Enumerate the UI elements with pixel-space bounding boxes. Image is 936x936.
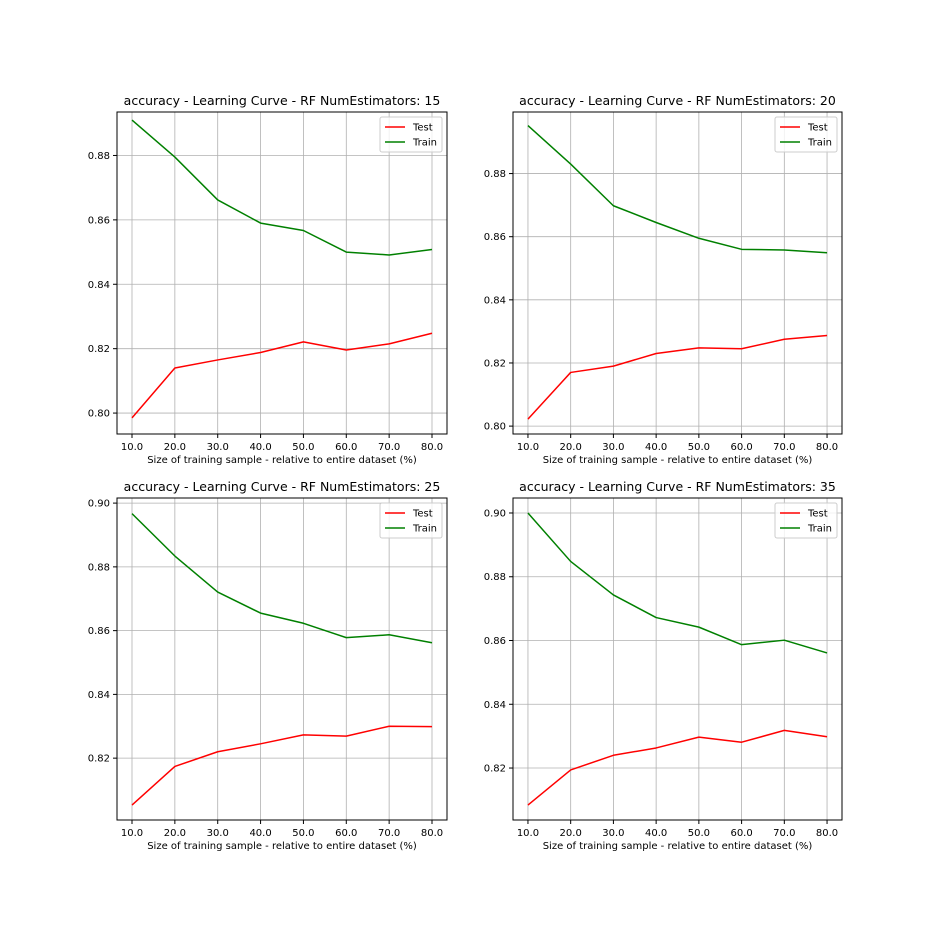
x-tick-label: 70.0	[773, 828, 795, 839]
subplot-1: 10.0 20.0 30.0 40.0 50.0 60.0 70.0 80.0 0.80 0.82…	[88, 93, 448, 466]
y-tick-label: 0.88	[484, 169, 506, 180]
x-tick-label: 60.0	[335, 442, 357, 453]
legend-label-test: Test	[412, 509, 433, 520]
x-tick-label: 10.0	[517, 442, 539, 453]
x-axis-label: Size of training sample - relative to en…	[147, 841, 417, 852]
axes-frame	[512, 497, 843, 821]
series-line-test	[527, 334, 828, 420]
y-tick-label: 0.88	[484, 572, 506, 583]
x-tick-label: 20.0	[560, 442, 582, 453]
axes-frame	[512, 111, 843, 435]
x-tick-label: 70.0	[378, 442, 400, 453]
y-tick-label: 0.82	[484, 358, 506, 369]
x-tick-label: 50.0	[688, 442, 710, 453]
x-axis-label: Size of training sample - relative to en…	[543, 455, 813, 466]
x-tick-label: 60.0	[730, 828, 752, 839]
axes-frame	[116, 497, 448, 821]
chart-title: accuracy - Learning Curve - RF NumEstima…	[519, 93, 836, 108]
legend: Test Train	[774, 116, 838, 153]
series-line-train	[527, 125, 828, 254]
x-tick-label: 50.0	[292, 442, 314, 453]
y-tick-label: 0.86	[484, 232, 506, 243]
y-tick-label: 0.80	[88, 409, 110, 420]
legend-label-train: Train	[412, 524, 437, 535]
y-tick-label: 0.90	[88, 499, 110, 510]
x-tick-label: 40.0	[645, 828, 667, 839]
y-tick-label: 0.84	[88, 690, 110, 701]
y-tick-label: 0.82	[484, 764, 506, 775]
x-tick-label: 30.0	[207, 828, 229, 839]
legend-label-test: Test	[807, 509, 828, 520]
x-tick-label: 70.0	[773, 442, 795, 453]
y-tick-label: 0.86	[88, 626, 110, 637]
legend-box	[774, 502, 838, 539]
x-tick-label: 10.0	[121, 442, 143, 453]
legend: Test Train	[379, 116, 443, 153]
subplot-2: 10.0 20.0 30.0 40.0 50.0 60.0 70.0 80.0 0.80 0.82…	[484, 93, 843, 466]
x-tick-label: 10.0	[517, 828, 539, 839]
x-axis-label: Size of training sample - relative to en…	[543, 841, 813, 852]
chart-title: accuracy - Learning Curve - RF NumEstima…	[124, 479, 441, 494]
x-tick-label: 60.0	[730, 442, 752, 453]
series-line-train	[131, 513, 433, 644]
y-tick-label: 0.82	[88, 754, 110, 765]
legend: Test Train	[379, 502, 443, 539]
x-tick-label: 30.0	[602, 442, 624, 453]
y-tick-label: 0.84	[484, 295, 506, 306]
legend-label-test: Test	[412, 123, 433, 134]
y-tick-label: 0.84	[88, 280, 110, 291]
y-tick-label: 0.82	[88, 344, 110, 355]
x-tick-label: 30.0	[602, 828, 624, 839]
x-tick-label: 80.0	[816, 828, 838, 839]
legend-label-train: Train	[412, 138, 437, 149]
subplot-4: 10.0 20.0 30.0 40.0 50.0 60.0 70.0 80.0 0.82 0.84…	[484, 479, 843, 852]
series-line-train	[131, 119, 433, 256]
x-tick-label: 20.0	[164, 828, 186, 839]
y-tick-label: 0.88	[88, 151, 110, 162]
legend-label-train: Train	[807, 524, 832, 535]
x-tick-label: 80.0	[421, 828, 443, 839]
chart-title: accuracy - Learning Curve - RF NumEstima…	[519, 479, 836, 494]
axes-frame	[116, 111, 448, 435]
series-line-test	[131, 332, 433, 419]
x-tick-label: 50.0	[292, 828, 314, 839]
x-tick-label: 50.0	[688, 828, 710, 839]
legend-label-train: Train	[807, 138, 832, 149]
y-tick-label: 0.88	[88, 562, 110, 573]
y-tick-label: 0.90	[484, 508, 506, 519]
x-tick-label: 20.0	[164, 442, 186, 453]
x-tick-label: 40.0	[249, 828, 271, 839]
y-tick-label: 0.80	[484, 422, 506, 433]
y-tick-label: 0.86	[484, 636, 506, 647]
series-line-train	[527, 512, 828, 654]
legend-label-test: Test	[807, 123, 828, 134]
y-tick-label: 0.86	[88, 215, 110, 226]
x-axis-label: Size of training sample - relative to en…	[147, 455, 417, 466]
x-tick-label: 40.0	[645, 442, 667, 453]
x-tick-label: 30.0	[207, 442, 229, 453]
legend-box	[379, 116, 443, 153]
legend-box	[774, 116, 838, 153]
x-tick-label: 20.0	[560, 828, 582, 839]
subplot-3: 10.0 20.0 30.0 40.0 50.0 60.0 70.0 80.0 0.82 0.84…	[88, 479, 448, 852]
x-tick-label: 70.0	[378, 828, 400, 839]
x-tick-label: 80.0	[816, 442, 838, 453]
legend: Test Train	[774, 502, 838, 539]
legend-box	[379, 502, 443, 539]
y-tick-label: 0.84	[484, 700, 506, 711]
x-tick-label: 40.0	[249, 442, 271, 453]
x-tick-label: 10.0	[121, 828, 143, 839]
series-line-test	[527, 729, 828, 806]
chart-title: accuracy - Learning Curve - RF NumEstima…	[124, 93, 441, 108]
series-line-test	[131, 725, 433, 806]
x-tick-label: 80.0	[421, 442, 443, 453]
x-tick-label: 60.0	[335, 828, 357, 839]
